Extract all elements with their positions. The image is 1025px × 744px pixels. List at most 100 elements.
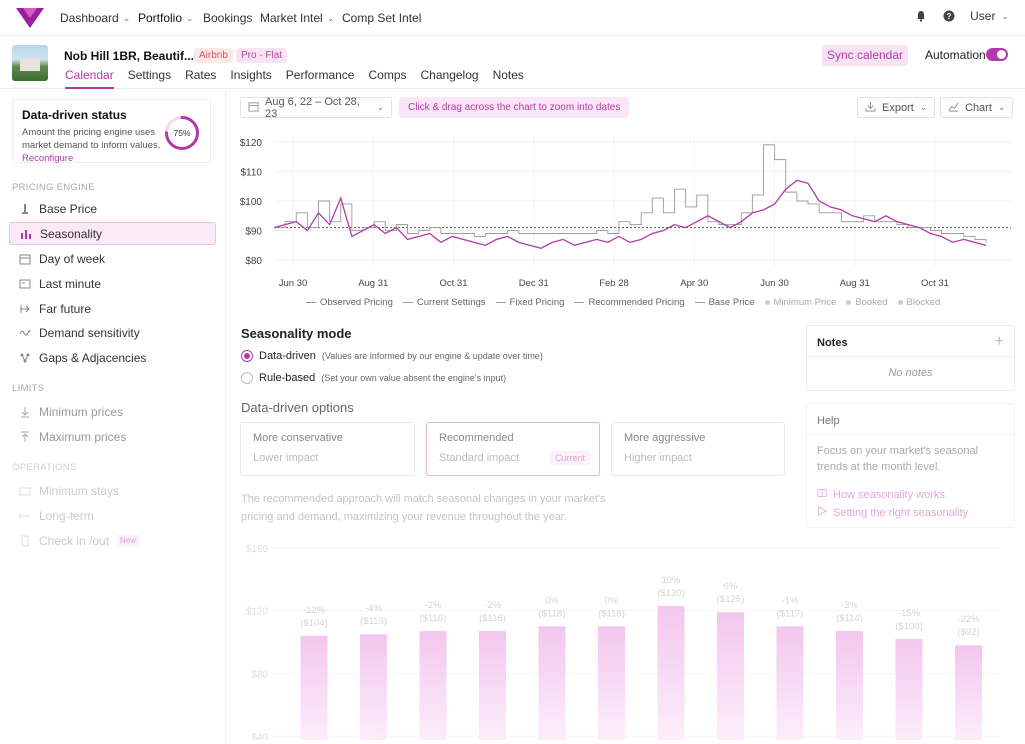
help-title: Help bbox=[807, 404, 1014, 435]
tab-calendar[interactable]: Calendar bbox=[65, 68, 114, 89]
date-range-picker[interactable]: Aug 6, 22 – Oct 28, 23 ⌄ bbox=[240, 96, 392, 120]
help-panel: Help Focus on your market's seasonal tre… bbox=[806, 403, 1015, 528]
chevron-down-icon: ⌄ bbox=[122, 12, 131, 23]
clock-icon bbox=[19, 278, 31, 290]
nav-portfolio[interactable]: Portfolio ⌄ bbox=[138, 11, 194, 25]
legend-blocked[interactable]: Blocked bbox=[897, 297, 941, 308]
status-title: Data-driven status bbox=[22, 108, 127, 122]
bar-pct-label: 6% bbox=[724, 581, 738, 592]
wave-icon bbox=[19, 327, 31, 339]
legend-recommended[interactable]: Recommended Pricing bbox=[574, 297, 685, 308]
sidebar-item-gaps-adjacencies[interactable]: Gaps & Adjacencies bbox=[9, 346, 216, 369]
nav-bookings[interactable]: Bookings bbox=[203, 11, 252, 25]
option-more-aggressive[interactable]: More aggressive Higher impact bbox=[611, 422, 785, 476]
month-bar bbox=[479, 631, 506, 740]
sidebar-item-day-of-week[interactable]: Day of week bbox=[9, 247, 216, 270]
legend-base-price[interactable]: Base Price bbox=[694, 297, 755, 308]
nav-comp-set-intel[interactable]: Comp Set Intel bbox=[342, 11, 421, 25]
sidebar-item-base-price[interactable]: Base Price bbox=[9, 197, 216, 220]
line-swatch-icon bbox=[306, 302, 316, 303]
sync-calendar-button[interactable]: Sync calendar bbox=[822, 45, 908, 66]
radio-rule-based[interactable]: Rule-based (Set your own value absent th… bbox=[241, 372, 506, 384]
bell-icon[interactable] bbox=[914, 9, 928, 23]
legend-minimum-price[interactable]: Minimum Price bbox=[764, 297, 836, 308]
month-bar bbox=[419, 631, 447, 740]
settings-sidebar: Data-driven status Amount the pricing en… bbox=[0, 90, 225, 744]
help-icon[interactable]: ? bbox=[942, 9, 956, 23]
listing-tabs: Calendar Settings Rates Insights Perform… bbox=[65, 68, 524, 89]
radio-unselected-icon bbox=[241, 372, 253, 384]
dot-swatch-icon bbox=[764, 300, 770, 305]
legend-current-settings[interactable]: Current Settings bbox=[402, 297, 486, 308]
sidebar-item-maximum-prices[interactable]: Maximum prices bbox=[9, 425, 216, 448]
x-tick-label: Aug 31 bbox=[840, 278, 870, 289]
monthly-seasonality-bar-chart: $160 $120 $80 $40 -12% ($104) -4% ($113) -2% ($11… bbox=[246, 544, 1001, 740]
chevron-down-icon: ⌄ bbox=[919, 102, 928, 112]
tab-performance[interactable]: Performance bbox=[285, 68, 355, 82]
tab-comps[interactable]: Comps bbox=[368, 68, 407, 82]
tab-changelog[interactable]: Changelog bbox=[420, 68, 479, 82]
sidebar-item-far-future[interactable]: Far future bbox=[9, 297, 216, 320]
tab-settings[interactable]: Settings bbox=[127, 68, 172, 82]
help-link-how-seasonality-works[interactable]: How seasonality works bbox=[807, 488, 1014, 501]
sidebar-item-seasonality[interactable]: Seasonality bbox=[9, 222, 216, 245]
sidebar-item-demand-sensitivity[interactable]: Demand sensitivity bbox=[9, 321, 216, 344]
sidebar-item-minimum-stays[interactable]: Minimum stays bbox=[9, 479, 216, 502]
reconfigure-link[interactable]: Reconfigure bbox=[22, 153, 74, 164]
user-label: User bbox=[970, 9, 996, 23]
chevron-down-icon: ⌄ bbox=[376, 102, 384, 112]
bar-price-label: ($100) bbox=[895, 621, 922, 632]
brand-logo-icon[interactable] bbox=[16, 8, 44, 28]
y-tick-label: $110 bbox=[240, 167, 262, 178]
plan-badge: Pro - Flat bbox=[236, 48, 288, 63]
help-link-setting-seasonality[interactable]: Setting the right seasonality bbox=[807, 506, 1014, 519]
svg-text:?: ? bbox=[947, 12, 952, 21]
legend-fixed-pricing[interactable]: Fixed Pricing bbox=[495, 297, 564, 308]
add-note-icon[interactable]: + bbox=[994, 333, 1004, 350]
x-tick-label: Apr 30 bbox=[680, 278, 708, 289]
status-progress-ring: 75% bbox=[165, 116, 199, 150]
automation-label: Automation bbox=[925, 48, 986, 62]
chart-type-button[interactable]: Chart ⌄ bbox=[940, 97, 1014, 118]
tab-notes[interactable]: Notes bbox=[492, 68, 524, 82]
option-more-conservative[interactable]: More conservative Lower impact bbox=[240, 422, 415, 476]
bar-pct-label: -3% bbox=[841, 600, 858, 611]
option-recommended[interactable]: Recommended Standard impact Current bbox=[426, 422, 600, 476]
sidebar-item-label: Far future bbox=[39, 301, 92, 316]
status-description: Amount the pricing engine uses market de… bbox=[22, 126, 162, 165]
tab-rates[interactable]: Rates bbox=[185, 68, 217, 82]
tab-insights[interactable]: Insights bbox=[230, 68, 272, 82]
radio-data-driven[interactable]: Data-driven (Values are informed by our … bbox=[241, 350, 543, 362]
pricing-line-chart[interactable]: $120 $110 $100 $90 $80 Jun 30 Aug 31 Oct 31 Dec … bbox=[226, 124, 1025, 294]
sidebar-item-label: Base Price bbox=[39, 201, 98, 216]
sidebar-item-last-minute[interactable]: Last minute bbox=[9, 272, 216, 295]
chevron-down-icon: ⌄ bbox=[997, 102, 1006, 112]
month-bar bbox=[836, 631, 863, 740]
sidebar-item-label: Check in /out bbox=[39, 533, 110, 548]
legend-booked[interactable]: Booked bbox=[846, 297, 888, 308]
y-tick-label: $40 bbox=[251, 732, 268, 740]
sidebar-item-long-term[interactable]: Long-term bbox=[9, 504, 216, 527]
legend-label: Current Settings bbox=[416, 297, 486, 308]
legend-observed[interactable]: Observed Pricing bbox=[306, 297, 393, 308]
listing-selector[interactable]: Nob Hill 1BR, Beautif...⌄ bbox=[64, 49, 206, 63]
radio-hint: (Values are informed by our engine & upd… bbox=[321, 351, 543, 361]
user-menu[interactable]: User ⌄ bbox=[970, 9, 1009, 23]
sidebar-item-check-in-out[interactable]: Check in /out New bbox=[9, 529, 216, 552]
option-subtitle: Standard impact bbox=[439, 452, 520, 464]
calendar-icon bbox=[248, 101, 259, 115]
nav-market-intel[interactable]: Market Intel ⌄ bbox=[260, 11, 334, 25]
section-pricing-engine: PRICING ENGINE bbox=[12, 182, 95, 193]
automation-toggle[interactable] bbox=[986, 48, 1008, 61]
recommendation-description: The recommended approach will match seas… bbox=[241, 493, 606, 523]
legend-label: Blocked bbox=[906, 297, 941, 308]
sidebar-item-minimum-prices[interactable]: Minimum prices bbox=[9, 400, 216, 423]
nav-dashboard[interactable]: Dashboard ⌄ bbox=[60, 11, 130, 25]
export-button[interactable]: Export ⌄ bbox=[857, 97, 936, 118]
listing-title: Nob Hill 1BR, Beautif... bbox=[64, 49, 195, 63]
play-icon bbox=[817, 506, 828, 519]
line-swatch-icon bbox=[694, 302, 705, 303]
nav-market-intel-label: Market Intel bbox=[260, 11, 323, 25]
option-subtitle: Higher impact bbox=[624, 452, 692, 464]
legend-label: Base Price bbox=[708, 297, 755, 308]
